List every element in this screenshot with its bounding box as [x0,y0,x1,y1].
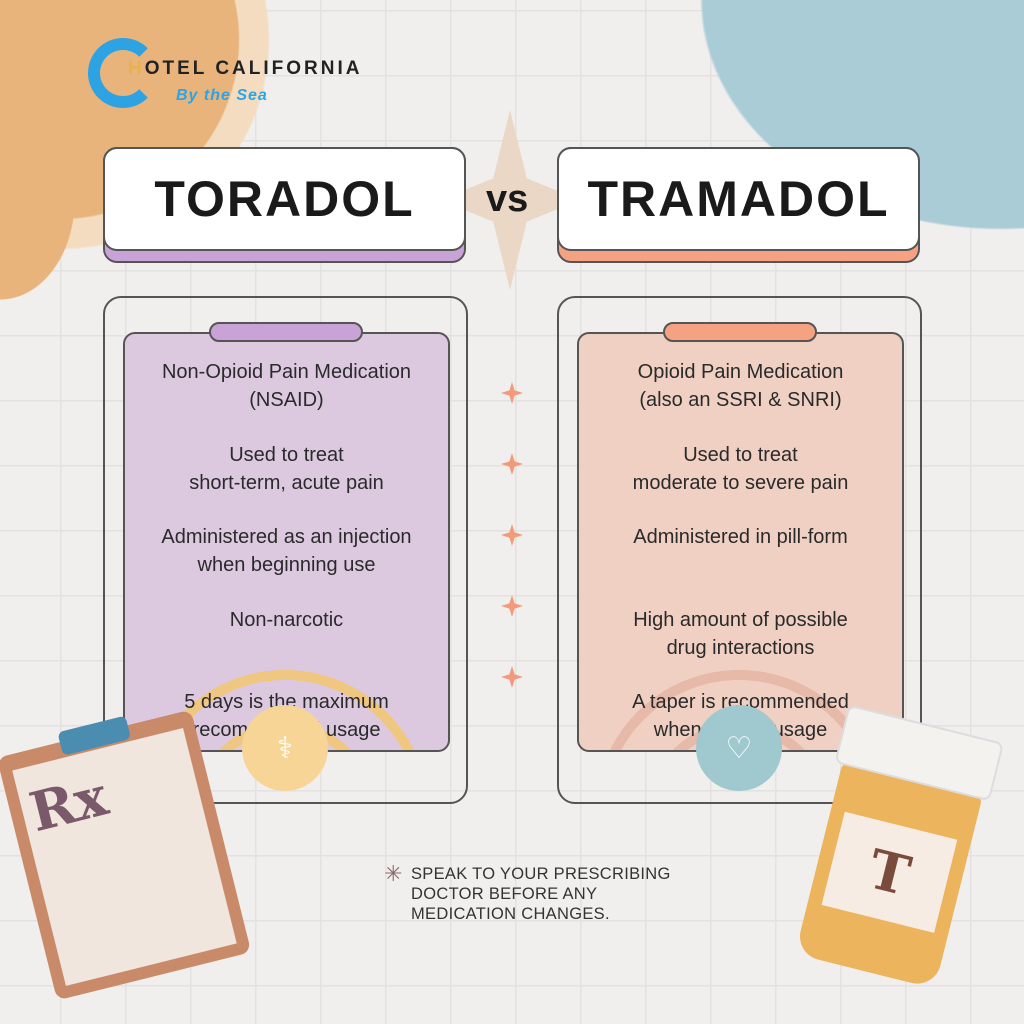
vs-label: VS [486,178,529,220]
list-item: Used to treat short-term, acute pain [189,443,384,494]
toradol-inner-card: Non-Opioid Pain Medication (NSAID) Used t… [123,332,450,752]
list-item: Opioid Pain Medication (also an SSRI & S… [637,361,844,411]
clipboard-paper [12,727,237,986]
tramadol-inner-card: Opioid Pain Medication (also an SSRI & S… [577,332,904,752]
list-item: Non-Opioid Pain Medication (NSAID) [161,361,412,411]
syringe-icon: ⚕ [242,705,328,791]
logo-text: OTEL CALIFORNIA [144,58,363,79]
card-tab [209,322,363,342]
list-item: Non-narcotic [229,608,344,631]
logo-tagline: By the Sea [176,87,268,104]
list-item: Used to treat moderate to severe pain [632,443,849,494]
pills-icon: ♡ [696,705,782,791]
logo-letter: H [128,58,145,79]
tramadol-title-box: TRAMADOL [557,147,920,263]
bottle-label: T [821,811,958,933]
list-item: Administered in pill-form [633,526,848,548]
card-tab [663,322,817,342]
tramadol-list: Opioid Pain Medication (also an SSRI & S… [579,358,902,750]
toradol-list: Non-Opioid Pain Medication (NSAID) Used t… [125,358,448,750]
asterisk-icon: ✳ [384,861,403,886]
logo-title: HOTEL CALIFORNIA [128,58,363,80]
list-item: Administered as an injection when beginn… [161,526,412,576]
bottle-body: T [794,759,984,989]
toradol-title-box: TORADOL [103,147,466,263]
tramadol-title: TRAMADOL [557,147,920,251]
list-item: High amount of possible drug interaction… [633,608,848,659]
footer-note: SPEAK TO YOUR PRESCRIBING DOCTOR BEFORE … [411,865,671,923]
hotel-logo: HOTEL CALIFORNIA By the Sea [88,38,408,118]
toradol-title: TORADOL [103,147,466,251]
